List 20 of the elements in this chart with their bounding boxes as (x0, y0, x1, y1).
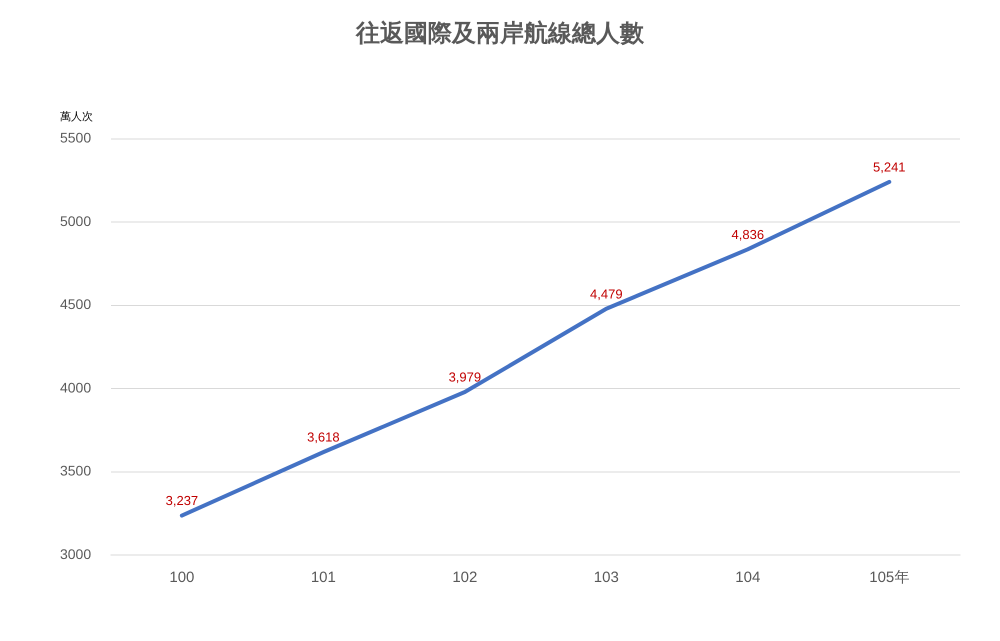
data-label: 4,836 (732, 226, 764, 242)
x-tick-label: 101 (310, 569, 336, 586)
y-tick-label: 3000 (60, 546, 92, 562)
x-tick-label: 100 (169, 569, 194, 586)
y-tick-label: 4500 (60, 296, 92, 312)
data-label: 3,237 (166, 493, 198, 508)
data-label: 4,479 (590, 286, 623, 302)
data-label: 5,241 (872, 159, 906, 174)
y-tick-label: 4000 (60, 379, 92, 396)
y-tick-label: 3500 (60, 462, 92, 479)
y-axis-title: 萬人次 (60, 110, 93, 123)
x-tick-label: 103 (594, 569, 619, 586)
x-tick-label: 105年 (869, 569, 910, 586)
data-label: 3,618 (307, 430, 340, 445)
y-tick-label: 5500 (60, 130, 92, 146)
x-tick-label: 102 (452, 569, 478, 586)
chart-title: 往返國際及兩岸航線總人數 (355, 20, 645, 48)
data-label: 3,979 (448, 370, 482, 385)
y-tick-label: 5000 (60, 212, 92, 229)
x-tick-label: 104 (735, 569, 760, 586)
